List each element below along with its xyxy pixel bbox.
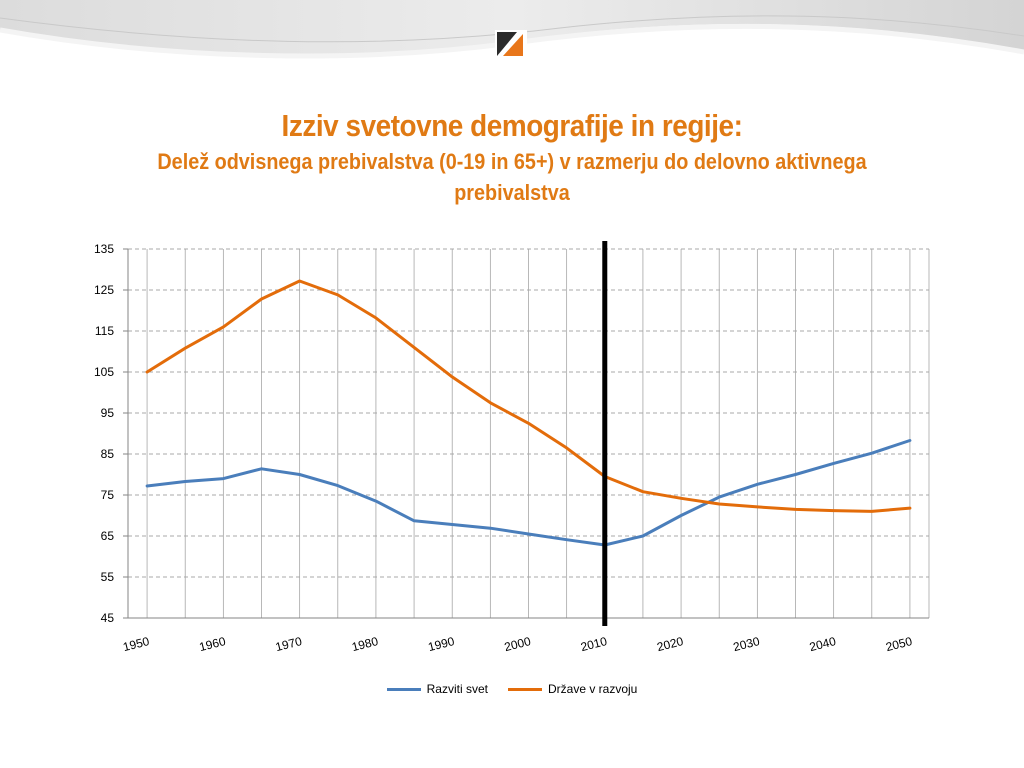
x-tick-label: 1960 <box>198 634 228 654</box>
x-tick-label: 2010 <box>579 634 609 654</box>
legend-item-developed: Razviti svet <box>386 682 488 696</box>
y-tick-label: 115 <box>95 324 114 338</box>
y-tick-label: 135 <box>94 242 114 256</box>
x-tick-label: 1980 <box>350 634 380 654</box>
chart-axes: 45 55 65 75 85 95 105 115 125 135 1950 1960 1970 1980… <box>94 242 929 654</box>
x-tick-label: 2040 <box>808 634 838 654</box>
series-line-developing <box>145 279 912 513</box>
y-tick-label: 95 <box>101 406 115 420</box>
x-tick-label: 2050 <box>884 634 914 654</box>
legend-label-developing: Države v razvoju <box>547 682 638 696</box>
legend-swatch-developed <box>386 687 421 691</box>
x-tick-label: 2020 <box>655 634 685 654</box>
y-tick-label: 75 <box>101 488 115 502</box>
slide-subtitle: Delež odvisnega prebivalstva (0-19 in 65… <box>157 149 867 205</box>
x-tick-label: 1950 <box>121 634 151 654</box>
y-tick-label: 105 <box>94 365 114 379</box>
chart-legend: Razviti svet Države v razvoju <box>0 682 1024 696</box>
y-tick-label: 45 <box>101 611 115 625</box>
x-tick-label: 2000 <box>503 634 533 654</box>
x-tick-label: 2030 <box>732 634 762 654</box>
series-line-developed <box>145 439 912 547</box>
legend-item-developing: Države v razvoju <box>507 682 638 696</box>
slide-title: Izziv svetovne demografije in regije: <box>281 108 743 143</box>
x-tick-label: 1970 <box>274 634 304 654</box>
y-tick-label: 65 <box>101 529 115 543</box>
x-tick-label: 1990 <box>427 634 457 654</box>
legend-swatch-developing <box>507 687 542 691</box>
company-logo-icon <box>495 30 527 58</box>
title-block: Izziv svetovne demografije in regije: De… <box>60 108 964 208</box>
chart-series <box>145 279 912 547</box>
y-tick-label: 55 <box>101 570 115 584</box>
y-tick-label: 125 <box>94 283 114 297</box>
legend-label-developed: Razviti svet <box>426 682 488 696</box>
chart-grid <box>128 248 930 618</box>
y-tick-label: 85 <box>101 447 115 461</box>
